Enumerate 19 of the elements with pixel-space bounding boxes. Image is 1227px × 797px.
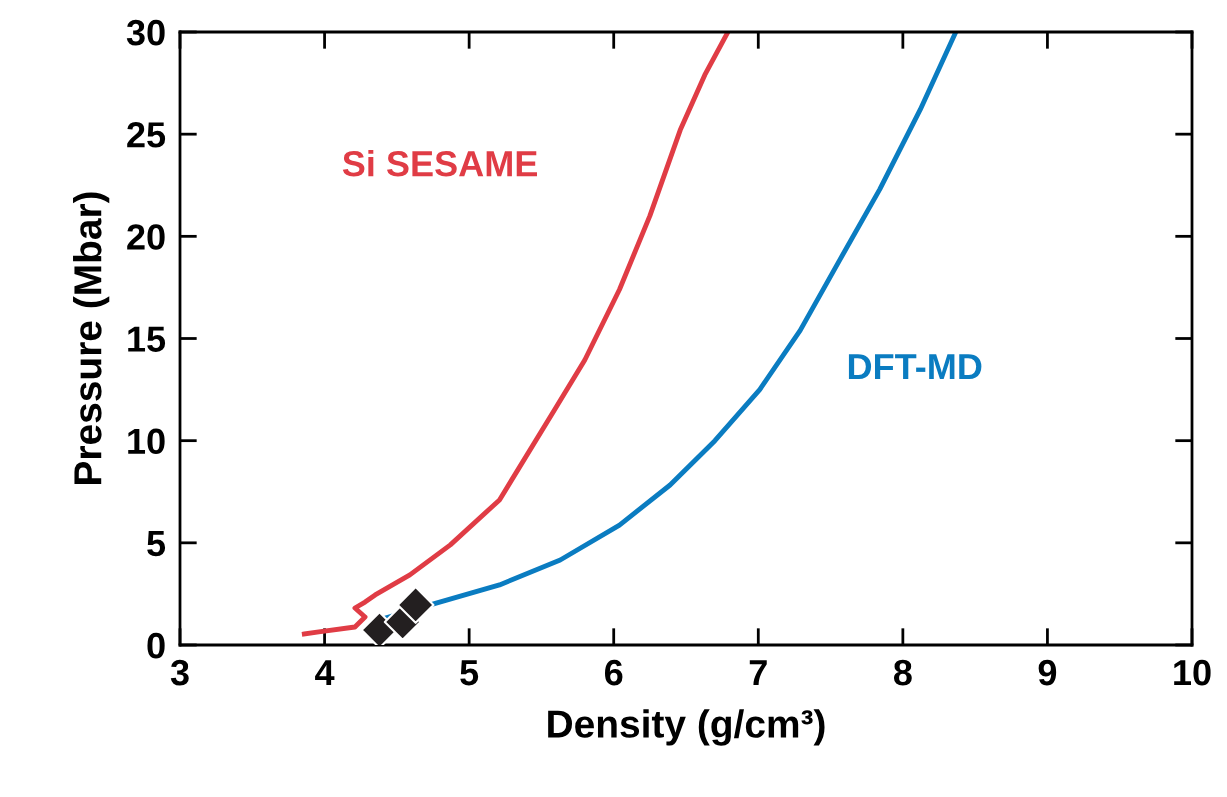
x-tick-label: 6 [604,659,623,686]
y-tick-label: 30 [126,19,165,46]
series-label: DFT-MD [848,354,982,380]
x-tick-label: 9 [1038,659,1057,686]
x-tick-label: 5 [460,660,479,686]
y-tick-label: 0 [147,632,165,659]
y-axis-title: Pressure (Mbar) [73,192,110,484]
x-tick-label: 8 [893,659,912,686]
y-tick-label: 20 [127,224,165,250]
x-tick-label: 3 [170,659,189,686]
x-tick-label: 10 [1174,659,1211,686]
y-tick-label: 5 [147,531,166,557]
text: Si SESAME [342,150,537,177]
x-tick-label: 7 [749,660,767,686]
x-axis-title: Density (g/cm³) [548,709,825,746]
y-tick-label: 15 [128,326,166,352]
x-tick-label: 4 [315,660,335,686]
y-tick-label: 25 [127,122,166,148]
y-tick-label: 10 [128,428,165,455]
